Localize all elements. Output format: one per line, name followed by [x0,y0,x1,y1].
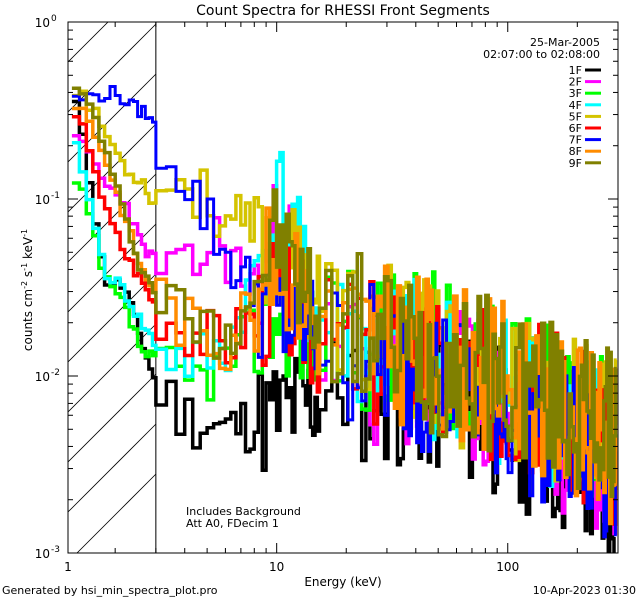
date-label: 25-Mar-2005 [530,36,600,49]
y-tick-label: 10 [35,547,50,561]
y-tick-exponent: -2 [51,368,60,378]
y-tick-exponent: 0 [51,14,57,24]
background-note: Includes Background [186,505,301,518]
legend-label-7f: 7F [569,134,582,147]
legend-label-3f: 3F [569,87,582,100]
legend-label-1f: 1F [569,64,582,77]
footer-generated-by: Generated by hsi_min_spectra_plot.pro [2,584,218,597]
x-axis-label: Energy (keV) [304,575,381,589]
hatch-line [68,23,157,113]
x-tick-label: 1 [64,560,72,574]
hatch-line [76,473,157,553]
legend-label-2f: 2F [569,76,582,89]
hatch-line [68,123,157,213]
series-7f-line [71,85,617,539]
x-tick-label: 10 [269,560,284,574]
chart-title: Count Spectra for RHESSI Front Segments [196,3,490,19]
legend-label-5f: 5F [569,110,582,123]
series-9f-line [71,86,618,499]
hatch-line [68,22,109,63]
series-layer [71,85,618,553]
legend-label-4f: 4F [569,99,582,112]
y-tick-exponent: -1 [51,191,60,201]
y-tick-label: 10 [35,193,50,207]
time-range-label: 02:07:00 to 02:08:00 [483,48,600,61]
hatch-line [68,273,157,363]
hatch-line [68,173,157,263]
legend-label-6f: 6F [569,122,582,135]
attenuator-note: Att A0, FDecim 1 [186,517,279,530]
hatch-line [68,0,156,12]
legend-label-8f: 8F [569,145,582,158]
y-tick-label: 10 [35,370,50,384]
hatch-line [68,73,157,163]
hatch-line [68,373,157,463]
y-axis-label: counts cm-2 s-1 keV-1 [20,229,35,351]
legend-label-9f: 9F [569,157,582,170]
y-tick-exponent: -3 [51,545,60,555]
plot-frame [67,21,619,554]
hatch-line [68,423,157,513]
y-tick-label: 10 [35,16,50,30]
footer-timestamp: 10-Apr-2023 01:30 [533,584,636,597]
x-tick-label: 100 [496,560,519,574]
